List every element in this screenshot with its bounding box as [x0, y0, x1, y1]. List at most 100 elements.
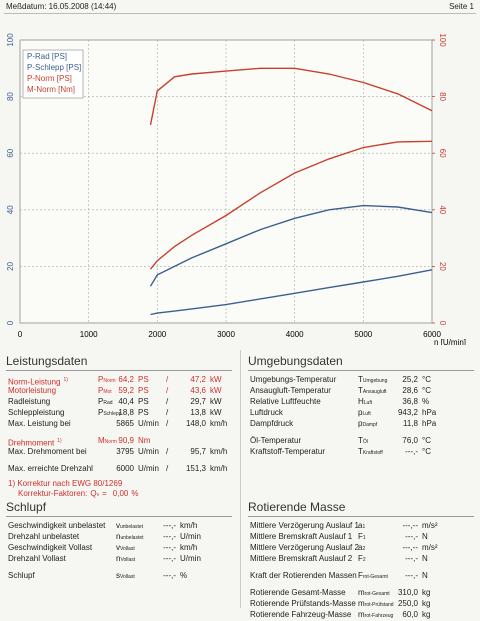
- y2-tick-label: 100: [438, 33, 447, 47]
- symbol-sub: Luft: [362, 411, 371, 417]
- separator: /: [166, 464, 169, 473]
- y-tick-label: 100: [6, 33, 15, 47]
- legend-entry: P-Norm [PS]: [27, 74, 72, 83]
- value: ---,-: [163, 543, 176, 552]
- row-label: Rotierende Gesamt-Masse: [250, 588, 346, 598]
- x-tick-label: 2000: [148, 330, 166, 339]
- value: 310,0: [397, 588, 418, 597]
- symbol-main: H: [358, 397, 364, 406]
- value: ---,-: [163, 571, 176, 580]
- symbol: sVollast: [116, 571, 135, 582]
- row-label: Kraftstoff-Temperatur: [250, 447, 325, 457]
- symbol-sub: 2: [362, 546, 366, 552]
- value: 250,0: [397, 599, 418, 608]
- y2-tick-label: 60: [438, 149, 447, 158]
- row-label: Ansaugluft-Temperatur: [250, 386, 331, 396]
- row-label: Umgebungs-Temperatur: [250, 375, 336, 385]
- symbol: vunbelastet: [116, 521, 143, 532]
- separator: /: [166, 397, 169, 406]
- symbol: a1: [358, 521, 365, 532]
- symbol: pLuft: [358, 408, 371, 419]
- symbol-sub: Mot: [103, 389, 112, 395]
- symbol: F1: [358, 532, 366, 543]
- correction-note: 1) Korrektur nach EWG 80/1269: [8, 479, 123, 488]
- legend-entry: P-Schlepp [PS]: [27, 63, 81, 72]
- section-title: Schlupf: [6, 500, 47, 514]
- row-label: Motorleistung: [8, 386, 56, 396]
- row-label: Drehzahl unbelastet: [8, 532, 79, 542]
- unit: N: [422, 571, 428, 580]
- factor-symbol: Q: [90, 489, 97, 498]
- row-label: Mittlere Bremskraft Auslauf 2: [250, 554, 352, 564]
- value: 60,0: [402, 610, 418, 619]
- label: Mittlere Bremskraft Auslauf 2: [250, 554, 353, 563]
- symbol-sub: 1: [362, 535, 366, 541]
- unit: %: [422, 397, 430, 406]
- symbol: PSchlepp: [98, 408, 121, 419]
- symbol-main: n: [116, 554, 121, 563]
- symbol-sub: Vollast: [120, 557, 136, 563]
- symbol-main: P: [98, 386, 104, 395]
- symbol-main: n: [116, 532, 121, 541]
- value2: 95,7: [190, 447, 206, 456]
- column-divider: [240, 350, 241, 608]
- section-title: Leistungsdaten: [6, 354, 88, 368]
- value: 943,2: [397, 408, 418, 417]
- symbol-main: F: [358, 571, 363, 580]
- unit: °C: [422, 447, 431, 456]
- row-label: Kraft der Rotierenden Massen: [250, 571, 357, 581]
- symbol-sub: Luft: [363, 400, 373, 406]
- measure-date: Meßdatum: 16.05.2008 (14:44): [6, 2, 117, 11]
- x-tick-label: 1000: [80, 330, 98, 339]
- symbol-main: v: [116, 543, 120, 552]
- row-label: Rotierende Fahrzeug-Masse: [250, 610, 351, 620]
- section-rule: [248, 370, 474, 371]
- unit: PS: [138, 386, 149, 395]
- row-label: Schleppleistung: [8, 408, 64, 418]
- x-axis-label: n [U/min]: [434, 338, 466, 345]
- row-label: Max. erreichte Drehzahl: [8, 464, 93, 474]
- symbol: TKraftstoff: [358, 447, 383, 458]
- symbol-sub: Kraftstoff: [362, 450, 383, 456]
- symbol-sub: unbelastet: [120, 535, 144, 541]
- y-tick-label: 80: [6, 92, 15, 101]
- unit: U/min: [138, 464, 159, 473]
- label: Mittlere Verzögerung Auslauf 2: [250, 543, 359, 552]
- unit: hPa: [422, 408, 437, 417]
- symbol-main: F: [358, 554, 363, 563]
- label: Rotierende Fahrzeug-Masse: [250, 610, 352, 619]
- unit: U/min: [138, 447, 159, 456]
- unit: °C: [422, 386, 431, 395]
- unit: U/min: [180, 532, 201, 541]
- label: Radleistung: [8, 397, 51, 406]
- value: 76,0: [402, 436, 418, 445]
- value: ---,-: [163, 521, 176, 530]
- symbol-main: v: [116, 521, 120, 530]
- row-label: Mittlere Bremskraft Auslauf 1: [250, 532, 352, 542]
- series-line: [149, 67, 433, 126]
- value2: 47,2: [190, 375, 206, 384]
- unit: °C: [422, 375, 431, 384]
- value2: 148,0: [185, 419, 206, 428]
- symbol-sub: unbelastet: [120, 524, 144, 530]
- row-label: Max. Leistung bei: [8, 419, 71, 429]
- row-label: Relative Luftfeuchte: [250, 397, 321, 407]
- header-rule: [4, 13, 476, 14]
- factor-eq: =: [102, 489, 107, 498]
- value: 90,9: [118, 436, 134, 445]
- unit: PS: [138, 397, 149, 406]
- separator: /: [166, 408, 169, 417]
- y2-tick-label: 40: [438, 205, 447, 214]
- label: Mittlere Bremskraft Auslauf 1: [250, 532, 353, 541]
- symbol-main: a: [358, 543, 363, 552]
- symbol-sub: 1: [362, 524, 366, 530]
- y2-tick-label: 80: [438, 92, 447, 101]
- unit: U/min: [180, 554, 201, 563]
- symbol-sub: Umgebung: [362, 378, 388, 384]
- value: ---,--: [402, 543, 418, 552]
- unit: m/s²: [422, 543, 438, 552]
- unit: %: [180, 571, 188, 580]
- value: 3795: [116, 447, 134, 456]
